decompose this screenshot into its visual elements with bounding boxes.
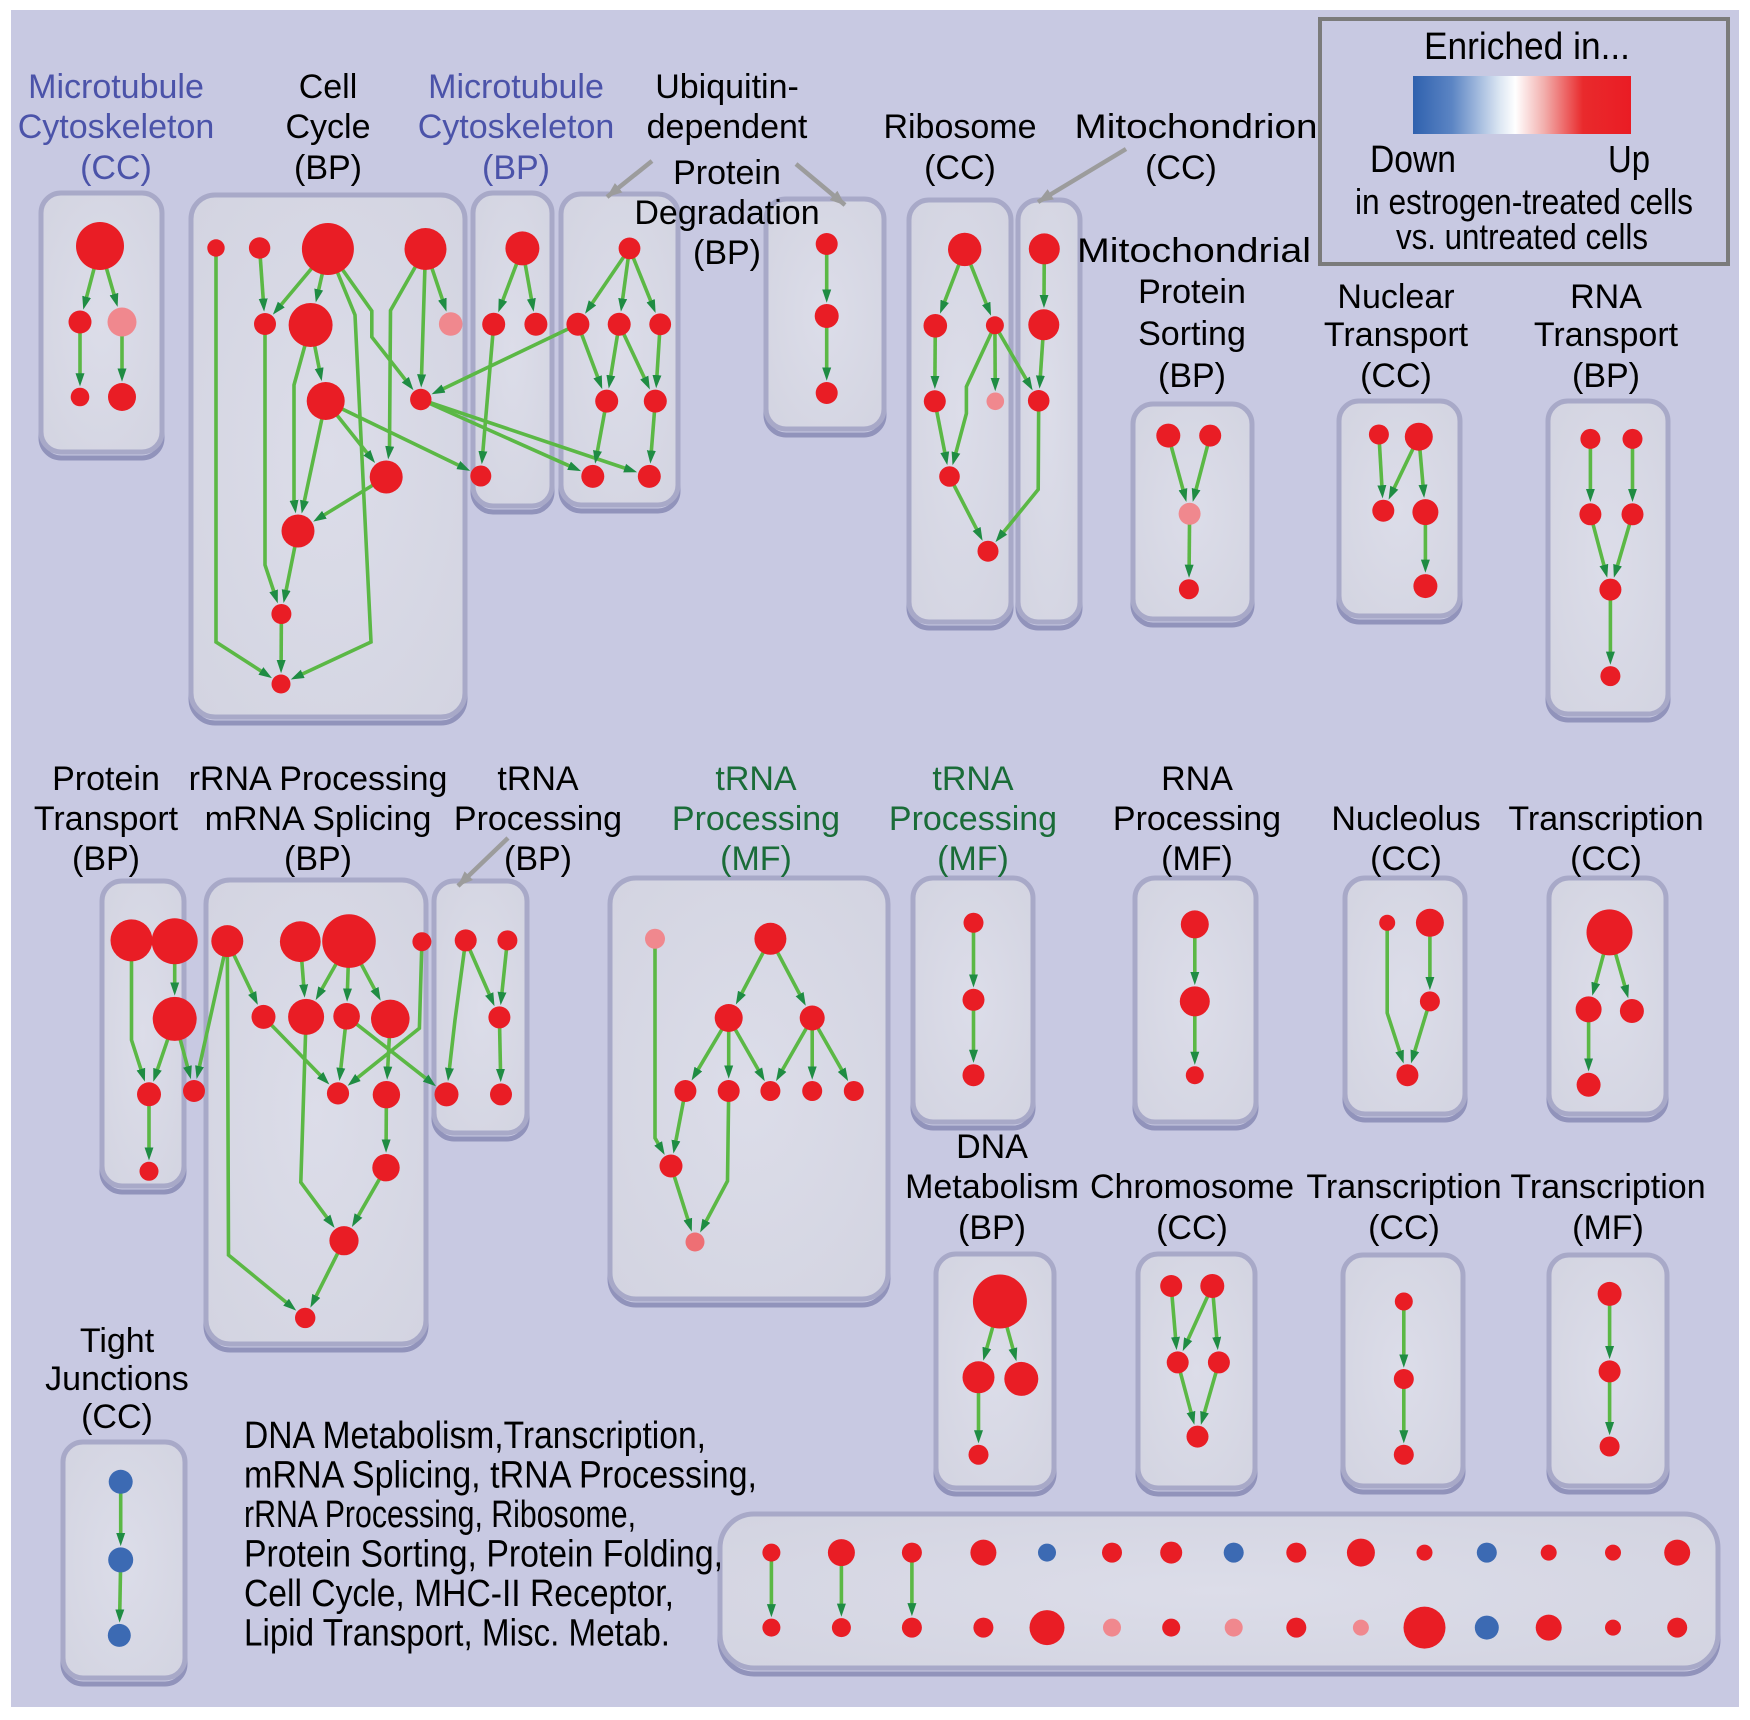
svg-text:Processing: Processing: [672, 800, 840, 838]
svg-text:Nucleolus: Nucleolus: [1331, 800, 1480, 838]
svg-text:Transcription: Transcription: [1510, 1168, 1705, 1206]
svg-text:Cell: Cell: [299, 68, 358, 106]
svg-text:in estrogen-treated cells: in estrogen-treated cells: [1355, 181, 1693, 222]
svg-text:Transcription: Transcription: [1508, 800, 1703, 838]
svg-text:tRNA: tRNA: [932, 760, 1014, 798]
svg-text:Transport: Transport: [34, 800, 179, 838]
svg-text:(BP): (BP): [1572, 357, 1640, 395]
svg-text:(CC): (CC): [1370, 840, 1442, 878]
svg-text:Protein: Protein: [52, 760, 160, 798]
svg-text:Down: Down: [1370, 139, 1456, 181]
svg-text:(CC): (CC): [81, 1398, 153, 1436]
svg-text:RNA: RNA: [1570, 278, 1642, 316]
svg-text:(BP): (BP): [504, 840, 572, 878]
svg-text:mRNA Splicing: mRNA Splicing: [205, 800, 432, 838]
svg-text:Degradation: Degradation: [634, 194, 819, 232]
svg-text:Ribosome: Ribosome: [883, 108, 1036, 146]
svg-text:DNA Metabolism,Transcription,: DNA Metabolism,Transcription,: [244, 1415, 706, 1457]
svg-text:rRNA Processing: rRNA Processing: [189, 760, 448, 798]
svg-text:(MF): (MF): [1572, 1209, 1644, 1247]
svg-text:Transport: Transport: [1324, 316, 1469, 354]
svg-text:Cytoskeleton: Cytoskeleton: [418, 108, 615, 146]
svg-text:(CC): (CC): [924, 149, 996, 187]
svg-text:Ubiquitin-: Ubiquitin-: [655, 68, 799, 106]
svg-text:(BP): (BP): [482, 149, 550, 187]
svg-text:Lipid Transport, Misc. Metab.: Lipid Transport, Misc. Metab.: [244, 1613, 670, 1655]
svg-text:vs. untreated cells: vs. untreated cells: [1396, 216, 1648, 257]
svg-text:Processing: Processing: [454, 800, 622, 838]
svg-text:Up: Up: [1608, 139, 1650, 181]
svg-text:(CC): (CC): [1145, 149, 1217, 187]
svg-text:mRNA Splicing, tRNA Processing: mRNA Splicing, tRNA Processing,: [244, 1455, 757, 1497]
svg-text:(BP): (BP): [284, 840, 352, 878]
svg-text:Cytoskeleton: Cytoskeleton: [18, 108, 215, 146]
svg-text:(MF): (MF): [720, 840, 792, 878]
svg-text:(MF): (MF): [937, 840, 1009, 878]
svg-text:tRNA: tRNA: [497, 760, 579, 798]
svg-text:Mitochondrial: Mitochondrial: [1077, 232, 1311, 270]
svg-text:(MF): (MF): [1161, 840, 1233, 878]
svg-text:(CC): (CC): [1360, 357, 1432, 395]
svg-text:Transcription: Transcription: [1306, 1168, 1501, 1206]
svg-text:Protein: Protein: [1138, 273, 1246, 311]
svg-text:(BP): (BP): [294, 149, 362, 187]
svg-text:(BP): (BP): [72, 840, 140, 878]
svg-text:(CC): (CC): [1570, 840, 1642, 878]
svg-text:Nuclear: Nuclear: [1337, 278, 1454, 316]
svg-text:(CC): (CC): [1156, 1209, 1228, 1247]
svg-text:Microtubule: Microtubule: [428, 68, 604, 106]
svg-text:Enriched in...: Enriched in...: [1424, 26, 1630, 68]
svg-text:rRNA Processing, Ribosome,: rRNA Processing, Ribosome,: [244, 1494, 636, 1536]
svg-text:Metabolism: Metabolism: [905, 1168, 1079, 1206]
svg-text:Sorting: Sorting: [1138, 315, 1246, 353]
svg-text:Chromosome: Chromosome: [1090, 1168, 1294, 1206]
svg-text:Protein: Protein: [673, 154, 781, 192]
svg-text:tRNA: tRNA: [715, 760, 797, 798]
svg-text:Junctions: Junctions: [45, 1360, 189, 1398]
svg-text:Tight: Tight: [80, 1322, 155, 1360]
svg-text:dependent: dependent: [647, 108, 808, 146]
svg-text:Mitochondrion: Mitochondrion: [1075, 108, 1318, 146]
svg-text:(CC): (CC): [1368, 1209, 1440, 1247]
svg-text:RNA: RNA: [1161, 760, 1233, 798]
svg-text:Protein Sorting, Protein Foldi: Protein Sorting, Protein Folding,: [244, 1534, 723, 1576]
svg-text:Cycle: Cycle: [285, 108, 370, 146]
svg-text:(CC): (CC): [80, 149, 152, 187]
svg-text:DNA: DNA: [956, 1128, 1028, 1166]
svg-text:(BP): (BP): [1158, 357, 1226, 395]
svg-text:(BP): (BP): [693, 234, 761, 272]
svg-text:Cell Cycle, MHC-II Receptor,: Cell Cycle, MHC-II Receptor,: [244, 1573, 674, 1615]
svg-text:Processing: Processing: [1113, 800, 1281, 838]
svg-text:Processing: Processing: [889, 800, 1057, 838]
svg-text:(BP): (BP): [958, 1209, 1026, 1247]
svg-text:Transport: Transport: [1534, 316, 1679, 354]
svg-text:Microtubule: Microtubule: [28, 68, 204, 106]
